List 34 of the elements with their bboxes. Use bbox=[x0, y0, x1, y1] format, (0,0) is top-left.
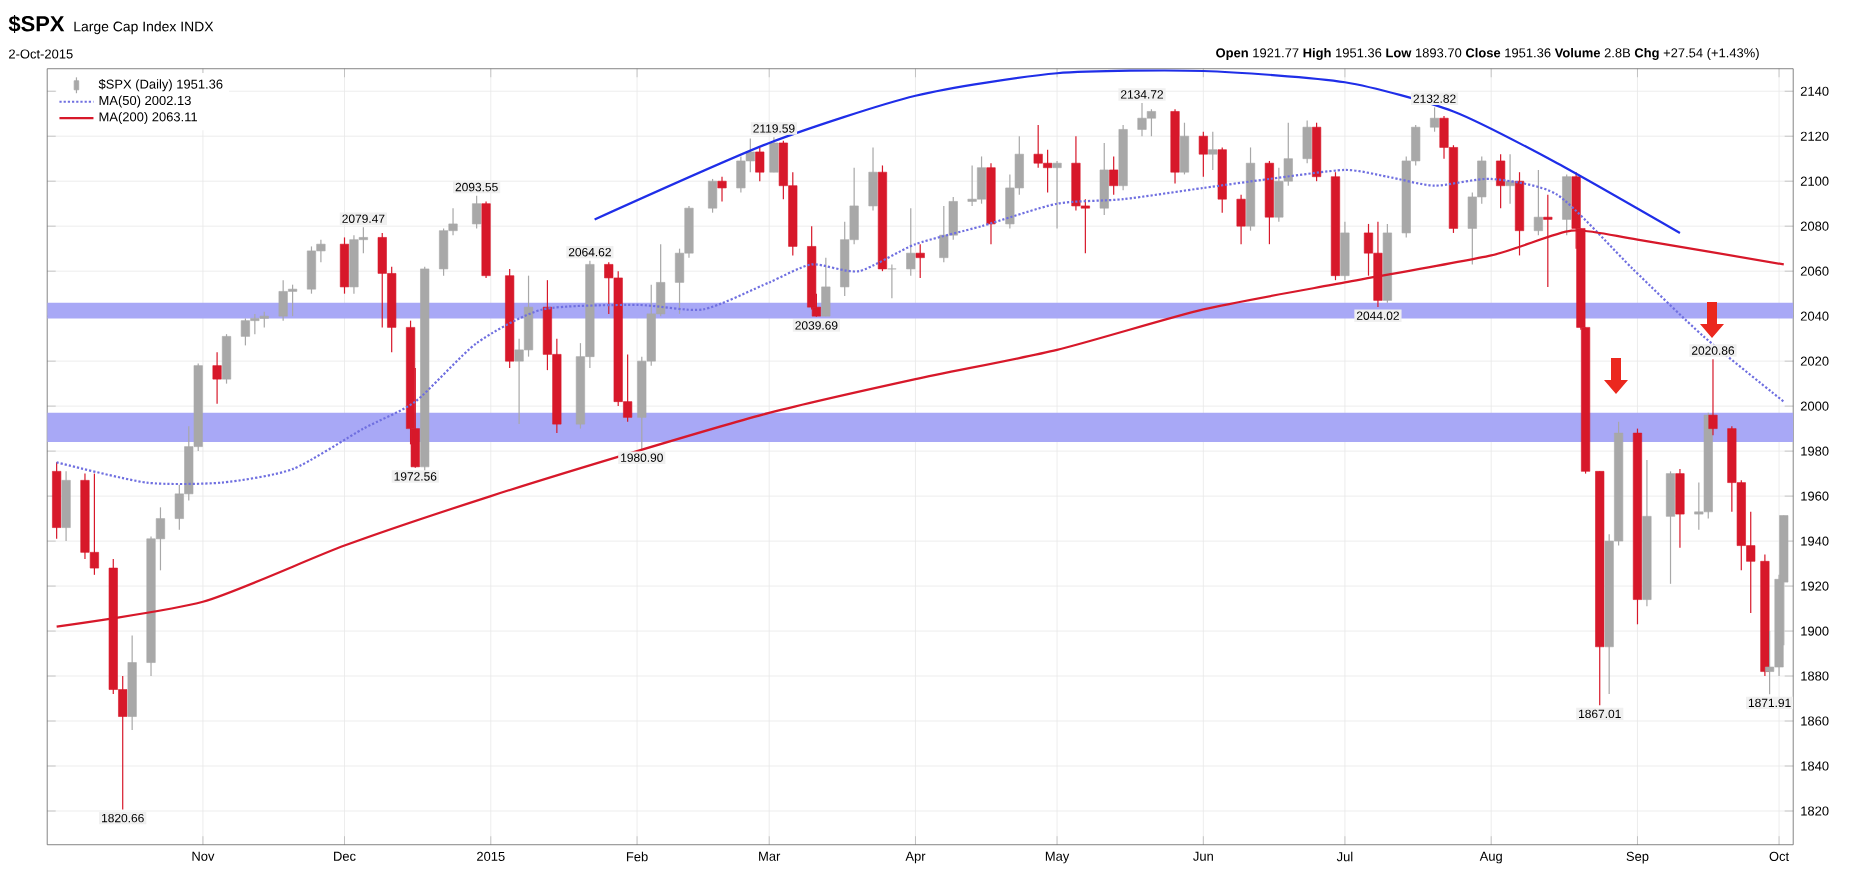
candlestick bbox=[1099, 142, 1109, 216]
line-series bbox=[55, 168, 1785, 486]
candlestick bbox=[1430, 106, 1440, 133]
candlestick bbox=[1505, 153, 1515, 205]
candlestick bbox=[61, 470, 71, 542]
candlestick bbox=[1708, 358, 1718, 436]
candlestick bbox=[1533, 169, 1543, 236]
candlestick bbox=[1562, 173, 1572, 236]
candlestick bbox=[1198, 131, 1208, 178]
candlestick bbox=[1302, 119, 1312, 164]
line-series bbox=[593, 69, 1682, 235]
candlestick bbox=[339, 236, 350, 295]
candlestick bbox=[755, 146, 765, 182]
candlestick bbox=[1496, 153, 1506, 209]
candlestick bbox=[1179, 122, 1190, 176]
candlestick bbox=[717, 176, 727, 203]
candlestick bbox=[769, 136, 779, 173]
candlestick bbox=[887, 263, 897, 299]
candlestick bbox=[821, 257, 831, 317]
candlestick bbox=[1675, 468, 1685, 549]
candlestick bbox=[1052, 160, 1062, 230]
chart-title: $SPX bbox=[8, 15, 65, 33]
candlestick bbox=[1665, 470, 1676, 585]
candlestick bbox=[1208, 131, 1218, 171]
candlestick bbox=[906, 207, 916, 277]
candlestick bbox=[472, 195, 482, 230]
candlestick bbox=[221, 333, 232, 385]
candlestick bbox=[212, 351, 222, 405]
candlestick bbox=[1109, 155, 1119, 196]
candlestick bbox=[868, 146, 878, 212]
candlestick bbox=[1340, 221, 1350, 281]
candlestick bbox=[708, 178, 718, 214]
candlestick bbox=[915, 243, 925, 279]
candlestick bbox=[1236, 194, 1246, 245]
